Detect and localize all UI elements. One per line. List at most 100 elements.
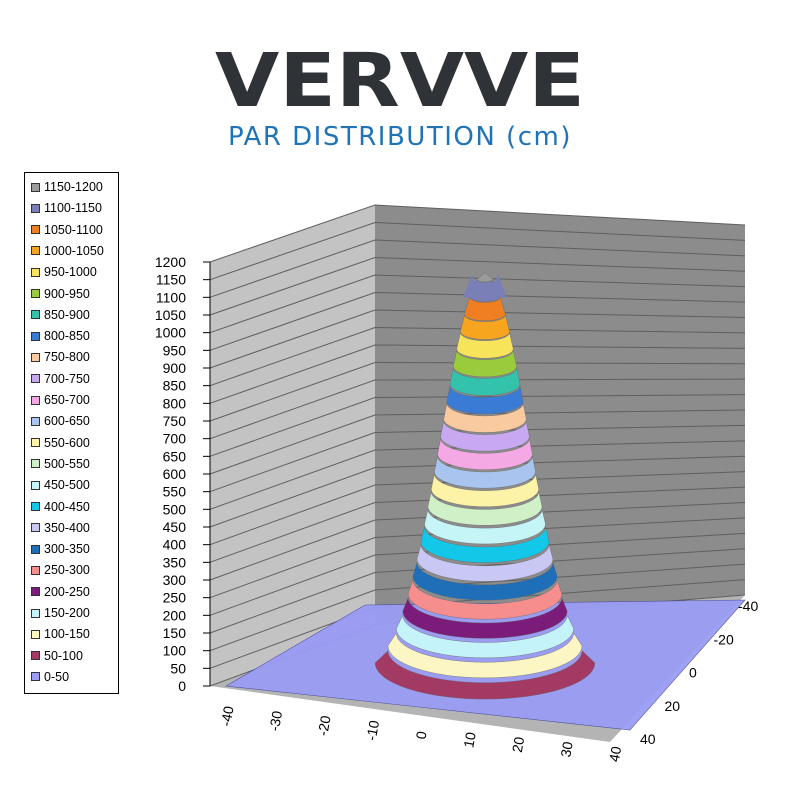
surface-band bbox=[460, 314, 510, 340]
x-tick-label: -30 bbox=[266, 709, 285, 732]
legend-item: 450-500 bbox=[31, 475, 90, 495]
legend-label: 1000-1050 bbox=[44, 243, 104, 258]
grid-line bbox=[209, 394, 746, 457]
z-tick-label: 1100 bbox=[156, 289, 186, 305]
grid-line bbox=[209, 486, 746, 563]
x-tick-label: -40 bbox=[217, 705, 236, 728]
legend-item: 300-350 bbox=[31, 539, 90, 559]
grid-line bbox=[209, 378, 746, 440]
legend-item: 1150-1200 bbox=[31, 177, 103, 197]
z-tick-label: 750 bbox=[163, 413, 187, 429]
surface-peak bbox=[489, 274, 507, 298]
legend-swatch bbox=[31, 374, 40, 384]
x-tick-label: 0 bbox=[413, 730, 430, 741]
legend-swatch bbox=[31, 544, 40, 554]
legend-label: 500-550 bbox=[44, 456, 90, 471]
legend-label: 0-50 bbox=[44, 669, 70, 684]
chart-legend: 1150-1200 1100-1150 1050-1100 1000-1050 950-… bbox=[24, 172, 119, 694]
legend-label: 750-800 bbox=[44, 350, 90, 365]
surface-band bbox=[412, 562, 558, 601]
surface-band bbox=[387, 632, 583, 679]
z-tick-label: 450 bbox=[163, 519, 187, 535]
legend-item: 500-550 bbox=[31, 454, 90, 474]
y-tick-label: 20 bbox=[665, 698, 681, 714]
x-tick-label: 10 bbox=[460, 731, 478, 749]
grid-line bbox=[209, 221, 746, 281]
surface-band bbox=[402, 597, 568, 639]
z-tick-label: 350 bbox=[163, 554, 187, 570]
z-tick-label: 300 bbox=[163, 572, 187, 588]
legend-label: 200-250 bbox=[44, 584, 90, 599]
surface-band bbox=[416, 544, 554, 582]
legend-item: 1000-1050 bbox=[31, 241, 104, 261]
x-tick-label: -20 bbox=[314, 714, 333, 737]
z-tick-label: 950 bbox=[163, 342, 187, 358]
grid-line bbox=[209, 361, 746, 422]
legend-item: 250-300 bbox=[31, 560, 90, 580]
y-tick-label: -20 bbox=[714, 631, 734, 647]
surface-band bbox=[427, 491, 543, 526]
surface-band bbox=[456, 332, 514, 359]
surface-band bbox=[374, 650, 596, 700]
surface-band bbox=[437, 438, 533, 470]
z-tick-label: 100 bbox=[163, 643, 187, 659]
legend-swatch bbox=[31, 672, 40, 682]
grid-line bbox=[209, 326, 746, 387]
x-tick-label: 30 bbox=[557, 740, 575, 758]
z-tick-label: 1050 bbox=[155, 307, 186, 323]
legend-item: 750-800 bbox=[31, 347, 90, 367]
legend-swatch bbox=[31, 480, 40, 490]
legend-swatch bbox=[31, 565, 40, 575]
left-wall bbox=[210, 205, 375, 686]
grid-line bbox=[209, 274, 746, 334]
legend-label: 300-350 bbox=[44, 542, 90, 557]
legend-label: 700-750 bbox=[44, 371, 90, 386]
grid-line bbox=[209, 256, 746, 316]
z-tick-label: 650 bbox=[163, 448, 187, 464]
grid-line bbox=[209, 291, 746, 351]
legend-item: 0-50 bbox=[31, 667, 69, 687]
legend-swatch bbox=[31, 523, 40, 533]
legend-label: 1100-1150 bbox=[44, 201, 102, 216]
z-tick-label: 600 bbox=[163, 466, 187, 482]
legend-swatch bbox=[31, 459, 40, 469]
grid-line bbox=[209, 344, 746, 404]
grid-line bbox=[209, 471, 746, 546]
legend-label: 650-700 bbox=[44, 393, 90, 407]
z-tick-label: 200 bbox=[163, 607, 187, 623]
z-tick-label: 250 bbox=[163, 590, 187, 606]
legend-item: 1100-1150 bbox=[31, 198, 102, 218]
surface-band bbox=[476, 272, 494, 283]
surface-band bbox=[434, 456, 536, 489]
surface-band bbox=[453, 350, 517, 378]
legend-swatch bbox=[31, 651, 40, 661]
z-tick-label: 1000 bbox=[155, 325, 186, 341]
surface-band bbox=[431, 473, 539, 507]
z-tick-label: 500 bbox=[163, 501, 187, 517]
surface-peak bbox=[463, 274, 481, 298]
legend-label: 1150-1200 bbox=[44, 180, 103, 194]
y-tick-label: -40 bbox=[738, 598, 758, 614]
x-tick-label: -10 bbox=[363, 719, 382, 742]
grid-line bbox=[209, 440, 746, 510]
z-tick-label: 150 bbox=[163, 625, 187, 641]
z-tick-label: 50 bbox=[170, 660, 186, 676]
legend-swatch bbox=[31, 203, 40, 213]
legend-swatch bbox=[31, 629, 40, 639]
logo-text: VERVVE bbox=[215, 40, 585, 120]
grid-line bbox=[209, 517, 746, 599]
surface-band bbox=[396, 615, 574, 659]
legend-item: 400-450 bbox=[31, 497, 90, 517]
legend-label: 600-650 bbox=[44, 414, 90, 429]
x-axis-ticks: -40 -30 -20 -10 0 10 20 30 40 bbox=[217, 705, 624, 764]
legend-item: 100-150 bbox=[31, 624, 90, 644]
z-tick-label: 700 bbox=[163, 431, 187, 447]
grid-line bbox=[209, 204, 746, 263]
surface-band bbox=[440, 420, 530, 452]
grid-line bbox=[209, 239, 746, 298]
surface-band bbox=[446, 385, 524, 415]
y-tick-label: 40 bbox=[640, 731, 656, 747]
z-tick-label: 800 bbox=[163, 395, 187, 411]
legend-swatch bbox=[31, 246, 40, 256]
